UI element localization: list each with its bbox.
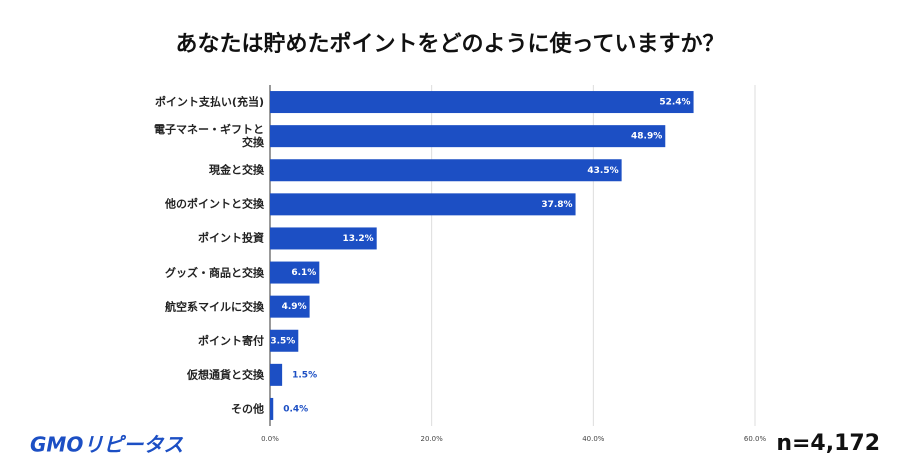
bar — [270, 159, 622, 182]
bar — [270, 363, 283, 386]
value-label: 3.5% — [270, 336, 295, 346]
value-label: 48.9% — [631, 132, 662, 142]
value-label: 4.9% — [282, 302, 307, 312]
value-label: 43.5% — [587, 166, 618, 176]
bar — [270, 397, 274, 420]
category-label: ポイント投資 — [198, 231, 264, 245]
category-label: 仮想通貨と交換 — [187, 368, 264, 382]
category-label: 現金と交換 — [209, 163, 264, 177]
value-label: 13.2% — [342, 234, 373, 244]
sample-size: n=4,172 — [776, 431, 880, 456]
bar — [270, 329, 299, 352]
value-label: 0.4% — [283, 404, 308, 414]
category-label: 他のポイントと交換 — [165, 197, 264, 211]
value-label: 37.8% — [541, 200, 572, 210]
bar — [270, 261, 320, 284]
bar — [270, 227, 377, 250]
value-label: 52.4% — [659, 98, 690, 108]
chart-title: あなたは貯めたポイントをどのように使っていますか？ — [176, 31, 725, 57]
bar — [270, 193, 576, 216]
category-label: 電子マネー・ギフトと 交換 — [154, 123, 264, 150]
logo: GMOリピータス — [30, 433, 183, 457]
bar — [270, 295, 310, 318]
category-label: 航空系マイルに交換 — [165, 300, 264, 314]
value-label: 6.1% — [291, 268, 316, 278]
category-label: グッズ・商品と交換 — [165, 266, 264, 280]
category-label: その他 — [231, 402, 264, 416]
bar — [270, 91, 694, 114]
category-label: ポイント支払い(充当) — [154, 95, 264, 109]
x-tick-label: 20.0% — [421, 435, 444, 443]
x-tick-label: 60.0% — [744, 435, 767, 443]
x-tick-label: 40.0% — [582, 435, 605, 443]
bar — [270, 125, 666, 148]
category-label: ポイント寄付 — [198, 334, 264, 348]
value-label: 1.5% — [292, 370, 317, 380]
x-tick-label: 0.0% — [261, 435, 279, 443]
